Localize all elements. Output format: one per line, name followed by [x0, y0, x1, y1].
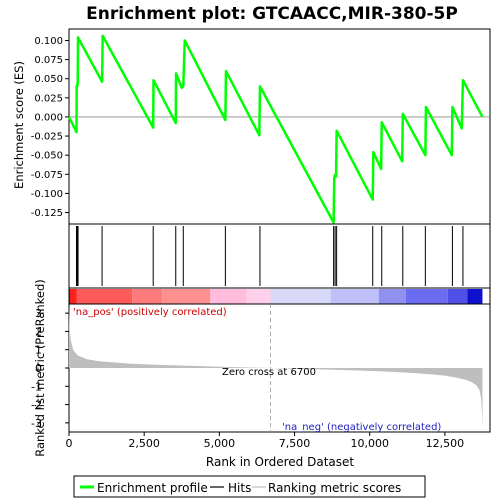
- colorbar-segment: [162, 289, 211, 304]
- metric-y-tick-label: 3: [35, 307, 42, 320]
- es-y-tick-label: 0.000: [34, 112, 63, 123]
- colorbar-segment: [270, 289, 331, 304]
- metric-x-tick-label: 12,500: [426, 437, 465, 450]
- colorbar-segment: [330, 289, 379, 304]
- metric-x-tick-label: 2,500: [128, 437, 160, 450]
- colorbar-segment: [482, 289, 490, 304]
- colorbar-segment: [405, 289, 448, 304]
- legend-frame: [73, 475, 426, 498]
- es-y-tick-label: -0.125: [31, 208, 63, 219]
- es-y-axis-label: Enrichment score (ES): [12, 61, 26, 189]
- metric-x-tick-label: 5,000: [204, 437, 236, 450]
- es-y-tick-label: -0.100: [31, 189, 63, 200]
- chart-title: Enrichment plot: GTCAACC,MIR-380-5P: [86, 4, 458, 24]
- legend-label-ranking-metric: Ranking metric scores: [268, 481, 401, 495]
- es-panel-frame: [68, 28, 491, 225]
- hits-panel: [68, 223, 491, 289]
- es-y-tick-label: -0.050: [31, 151, 63, 162]
- metric-y-tick-label: 2: [35, 325, 42, 338]
- metric-y-tick-label: -3: [31, 417, 42, 430]
- es-y-tick-label: -0.075: [31, 170, 63, 181]
- legend-label-enrichment-profile: Enrichment profile: [97, 481, 208, 495]
- colorbar-segment: [467, 289, 483, 304]
- chart-legend: Enrichment profile Hits Ranking metric s…: [73, 475, 426, 498]
- enrichment-score-panel: -0.125 -0.100 -0.075 -0.050 -0.025 0.000 0.025…: [12, 28, 491, 225]
- es-y-tick-label: 0.075: [34, 55, 63, 66]
- colorbar-segment: [210, 289, 247, 304]
- metric-y-tick-label: 0: [35, 362, 42, 375]
- colorbar-segment: [132, 289, 163, 304]
- metric-y-axis-label: Ranked list metric (PreRanked): [33, 279, 47, 457]
- zero-cross-label: Zero cross at 6700: [222, 367, 316, 378]
- colorbar-segment: [378, 289, 406, 304]
- metric-y-tick-label: -1: [31, 380, 42, 393]
- metric-x-tick-label: 10,000: [350, 437, 389, 450]
- es-y-axis: -0.125 -0.100 -0.075 -0.050 -0.025 0.000 0.025…: [31, 36, 69, 219]
- colorbar-segment: [76, 289, 133, 304]
- metric-x-axis: 0 2,500 5,000 7,500 10,000 12,500: [66, 432, 465, 450]
- es-y-tick-label: 0.050: [34, 74, 63, 85]
- colorbar-segment: [447, 289, 468, 304]
- metric-x-tick-label: 7,500: [279, 437, 311, 450]
- negative-correlation-label: 'na_neg' (negatively correlated): [282, 422, 441, 433]
- hit-markers: [76, 226, 464, 286]
- metric-x-axis-label: Rank in Ordered Dataset: [206, 455, 354, 469]
- es-y-tick-label: 0.100: [34, 36, 63, 47]
- colorbar-segment: [70, 289, 77, 304]
- metric-x-tick-label: 0: [66, 437, 73, 450]
- es-y-tick-label: -0.025: [31, 132, 63, 143]
- metric-y-axis: -3 -2 -1 0 1 2 3: [31, 307, 69, 430]
- metric-y-tick-label: 1: [35, 344, 42, 357]
- positive-correlation-label: 'na_pos' (positively correlated): [73, 307, 227, 318]
- metric-y-tick-label: -2: [31, 399, 42, 412]
- rank-colorbar: [68, 287, 491, 305]
- legend-label-hits: Hits: [228, 481, 251, 495]
- colorbar-segment: [246, 289, 271, 304]
- enrichment-profile-line: [67, 34, 484, 224]
- hits-panel-frame: [68, 223, 491, 289]
- colorbar-segments: [69, 289, 490, 304]
- es-y-tick-label: 0.025: [34, 93, 63, 104]
- colorbar-segment: [69, 289, 71, 304]
- ranking-metric-area: [69, 305, 483, 431]
